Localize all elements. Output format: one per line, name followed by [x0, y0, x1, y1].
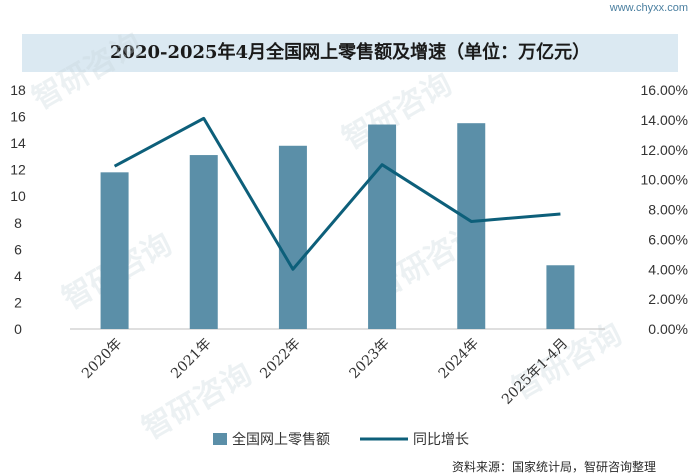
y-right-tick-label: 4.00%	[648, 261, 688, 277]
watermark-text: 智研咨询	[27, 27, 148, 117]
y-left-tick-label: 8	[14, 215, 22, 231]
y-left-tick-label: 4	[14, 268, 22, 284]
y-right-tick-label: 12.00%	[641, 142, 688, 158]
x-category-label: 2023年	[346, 336, 392, 382]
bar-retail-sales[interactable]	[368, 125, 396, 329]
y-right-tick-label: 6.00%	[648, 231, 688, 247]
y-right-tick-label: 8.00%	[648, 202, 688, 218]
y-left-tick-label: 18	[10, 82, 26, 98]
bar-retail-sales[interactable]	[457, 123, 485, 329]
y-left-tick-label: 14	[10, 135, 26, 151]
y-left-tick-label: 2	[14, 294, 22, 310]
y-right-tick-label: 16.00%	[641, 82, 688, 98]
watermark-text: 智研咨询	[507, 317, 628, 407]
bar-retail-sales[interactable]	[101, 172, 129, 329]
line-yoy-growth[interactable]	[115, 118, 561, 269]
x-category-label: 2024年	[436, 336, 482, 382]
x-category-label: 2020年	[79, 336, 125, 382]
y-left-tick-label: 6	[14, 241, 22, 257]
y-left-tick-label: 12	[10, 162, 26, 178]
footer-source: 资料来源：国家统计局，智研咨询整理	[452, 458, 656, 475]
bar-retail-sales[interactable]	[190, 155, 218, 329]
legend-label-line: 同比增长	[413, 432, 469, 448]
y-right-tick-label: 2.00%	[648, 291, 688, 307]
x-category-label: 2022年	[257, 336, 303, 382]
bar-retail-sales[interactable]	[546, 265, 574, 329]
legend-label-bar: 全国网上零售额	[232, 431, 330, 448]
bar-retail-sales[interactable]	[279, 146, 307, 329]
y-right-tick-label: 10.00%	[641, 172, 688, 188]
y-left-tick-label: 16	[10, 109, 26, 125]
y-left-tick-label: 0	[14, 321, 22, 337]
y-right-tick-label: 14.00%	[641, 112, 688, 128]
y-left-tick-label: 10	[10, 188, 26, 204]
watermark-text: 智研咨询	[337, 67, 458, 157]
legend-swatch-bar	[213, 433, 227, 445]
y-right-tick-label: 0.00%	[648, 321, 688, 337]
